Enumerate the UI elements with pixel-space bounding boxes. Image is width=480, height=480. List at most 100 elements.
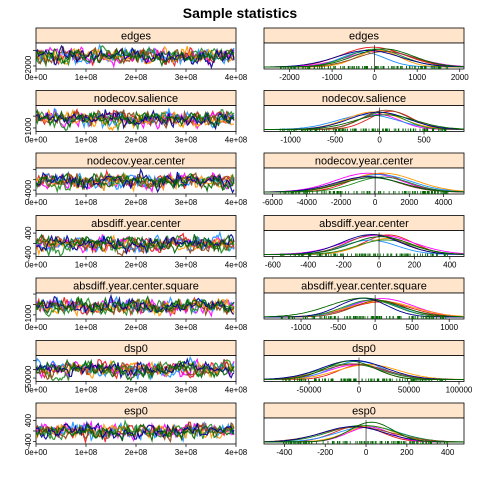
absdiff-year-center-density-rug	[280, 253, 448, 257]
nodecov-year-center-trace-xtick-label: 2e+08	[125, 198, 148, 207]
nodecov-year-center-density-chain-5-density	[264, 176, 464, 193]
edges-trace-series-group	[36, 43, 235, 69]
edges-density-xtick-label: 0	[372, 73, 377, 82]
nodecov-salience-trace-xtick-label: 1e+08	[75, 136, 98, 145]
nodecov-year-center-density-xtick-label: 4000	[435, 198, 453, 207]
nodecov-year-center-density-xtick-label: 0	[373, 198, 378, 207]
edges-trace-ytick-label: -2000	[24, 55, 33, 76]
nodecov-year-center-trace-xtick-label: 0e+00	[25, 198, 48, 207]
absdiff-year-center-square-density-rug	[280, 316, 447, 319]
dsp0-density-xtick-label: 0	[357, 386, 362, 395]
absdiff-year-center-density-xtick-label: 200	[408, 261, 422, 270]
esp0-trace-chain-8-line	[36, 423, 235, 443]
nodecov-salience-trace-series-group	[36, 107, 235, 132]
esp0-density-xtick-label: 200	[400, 448, 414, 457]
dsp0-trace-xtick-label: 0e+00	[25, 386, 48, 395]
esp0-density-xtick-label: 400	[441, 448, 455, 457]
edges-density-series-group	[264, 45, 464, 69]
esp0-density-strip-title: esp0	[352, 406, 376, 418]
esp0-density-series-group	[264, 420, 464, 444]
nodecov-salience-trace-xtick-label: 2e+08	[125, 136, 148, 145]
edges-density-chain-8-density	[264, 48, 464, 68]
absdiff-year-center-density-xtick-label: -400	[300, 261, 317, 270]
nodecov-salience-density-rug	[279, 128, 447, 132]
absdiff-year-center-trace-panel: absdiff.year.center 0e+00 1e+08 2e+08 3e+08 4…	[24, 215, 248, 270]
absdiff-year-center-trace-xtick-label: 1e+08	[75, 261, 98, 270]
absdiff-year-center-trace-series-group	[36, 230, 235, 257]
absdiff-year-center-density-series-group	[264, 232, 464, 257]
absdiff-year-center-density-xtick-label: 0	[377, 261, 382, 270]
nodecov-salience-density-series-group	[264, 107, 464, 132]
edges-trace-xtick-label: 0e+00	[25, 73, 48, 82]
edges-density-chain-7-density	[264, 50, 464, 68]
nodecov-year-center-trace-xtick-label: 3e+08	[175, 198, 198, 207]
nodecov-salience-density-panel: nodecov.salience -1000 -500 0 500	[263, 90, 465, 145]
nodecov-salience-trace-xtick-label: 4e+08	[225, 136, 248, 145]
esp0-trace-ytick-label: -400	[24, 433, 33, 450]
nodecov-year-center-trace-panel: nodecov.year.center 0e+00 1e+08 2e+08 3e+08 4…	[24, 152, 248, 207]
nodecov-salience-trace-chain-7-line	[36, 109, 235, 131]
esp0-trace-chain-7-line	[36, 420, 235, 442]
dsp0-trace-strip-title: dsp0	[124, 343, 148, 355]
esp0-density-xtick-label: -400	[276, 448, 293, 457]
dsp0-density-xtick-label: -50000	[297, 386, 322, 395]
dsp0-trace-xtick-label: 2e+08	[125, 386, 148, 395]
esp0-trace-strip-title: esp0	[124, 406, 148, 418]
edges-trace-xtick-label: 4e+08	[225, 73, 248, 82]
absdiff-year-center-square-trace-ytick-label: -1000	[24, 304, 33, 325]
edges-trace-xtick-label: 2e+08	[125, 73, 148, 82]
esp0-trace-series-group	[36, 418, 235, 444]
nodecov-salience-trace-xtick-label: 3e+08	[175, 136, 198, 145]
edges-density-rug	[280, 66, 449, 69]
nodecov-year-center-trace-xtick-label: 1e+08	[75, 198, 98, 207]
esp0-density-rug	[283, 441, 448, 444]
absdiff-year-center-square-trace-panel: absdiff.year.center.square 0e+00 1e+08 2e+0…	[24, 277, 248, 332]
dsp0-trace-xtick-label: 3e+08	[175, 386, 198, 395]
nodecov-year-center-density-xtick-label: -4000	[297, 198, 318, 207]
absdiff-year-center-square-density-xtick-label: 0	[373, 323, 378, 332]
esp0-trace-xtick-label: 0e+00	[25, 448, 48, 457]
nodecov-year-center-density-xtick-label: -2000	[331, 198, 352, 207]
esp0-density-panel: esp0 -400 -200 0 200 400	[263, 402, 465, 457]
nodecov-year-center-trace-chain-7-line	[36, 168, 235, 194]
dsp0-trace-panel: dsp0 0e+00 1e+08 2e+08 3e+08 4e+08 -50000	[24, 340, 248, 395]
dsp0-density-chain-7-density	[264, 359, 464, 380]
edges-density-xtick-label: -1000	[322, 73, 343, 82]
nodecov-salience-density-xtick-label: 500	[417, 136, 431, 145]
esp0-trace-panel: esp0 0e+00 1e+08 2e+08 3e+08 4e+08 -400 400	[24, 402, 248, 457]
nodecov-year-center-density-rug	[279, 191, 449, 194]
edges-trace-chain-8-line	[36, 47, 235, 68]
absdiff-year-center-square-density-xtick-label: -500	[330, 323, 347, 332]
dsp0-density-series-group	[264, 357, 464, 382]
nodecov-salience-trace-chain-8-line	[36, 108, 235, 129]
nodecov-year-center-density-xtick-label: 2000	[400, 198, 418, 207]
edges-density-strip-title: edges	[349, 31, 379, 43]
absdiff-year-center-density-panel: absdiff.year.center -600 -400 -200 0 200 400	[263, 215, 465, 270]
edges-trace-xtick-label: 1e+08	[75, 73, 98, 82]
dsp0-density-xtick-label: 100000	[446, 386, 473, 395]
nodecov-year-center-density-strip-title: nodecov.year.center	[315, 156, 414, 168]
absdiff-year-center-square-density-xtick-label: -1000	[291, 323, 312, 332]
dsp0-density-strip-title: dsp0	[352, 343, 376, 355]
absdiff-year-center-square-trace-strip-title: absdiff.year.center.square	[73, 281, 199, 293]
esp0-trace-xtick-label: 3e+08	[175, 448, 198, 457]
nodecov-salience-trace-panel: nodecov.salience 0e+00 1e+08 2e+08 3e+08 4e+0…	[24, 90, 248, 145]
absdiff-year-center-trace-xtick-label: 2e+08	[125, 261, 148, 270]
absdiff-year-center-trace-strip-title: absdiff.year.center	[91, 218, 181, 230]
absdiff-year-center-square-trace-xtick-label: 4e+08	[225, 323, 248, 332]
absdiff-year-center-square-trace-xtick-label: 0e+00	[25, 323, 48, 332]
esp0-density-xtick-label: -200	[317, 448, 334, 457]
esp0-trace-ytick-label: 400	[24, 413, 33, 427]
nodecov-year-center-density-chain-8-density	[264, 177, 464, 193]
absdiff-year-center-square-density-series-group	[264, 295, 464, 319]
absdiff-year-center-square-trace-xtick-label: 3e+08	[175, 323, 198, 332]
absdiff-year-center-density-xtick-label: 400	[443, 261, 457, 270]
nodecov-year-center-density-xtick-label: -6000	[262, 198, 283, 207]
absdiff-year-center-trace-chain-8-line	[36, 233, 235, 255]
absdiff-year-center-density-strip-title: absdiff.year.center	[319, 218, 409, 230]
absdiff-year-center-trace-ytick-label: 400	[24, 226, 33, 240]
dsp0-trace-xtick-label: 4e+08	[225, 386, 248, 395]
dsp0-trace-ytick-label: -50000	[24, 365, 33, 390]
nodecov-year-center-density-panel: nodecov.year.center -6000 -4000 -2000 0 2000 4…	[262, 152, 465, 207]
